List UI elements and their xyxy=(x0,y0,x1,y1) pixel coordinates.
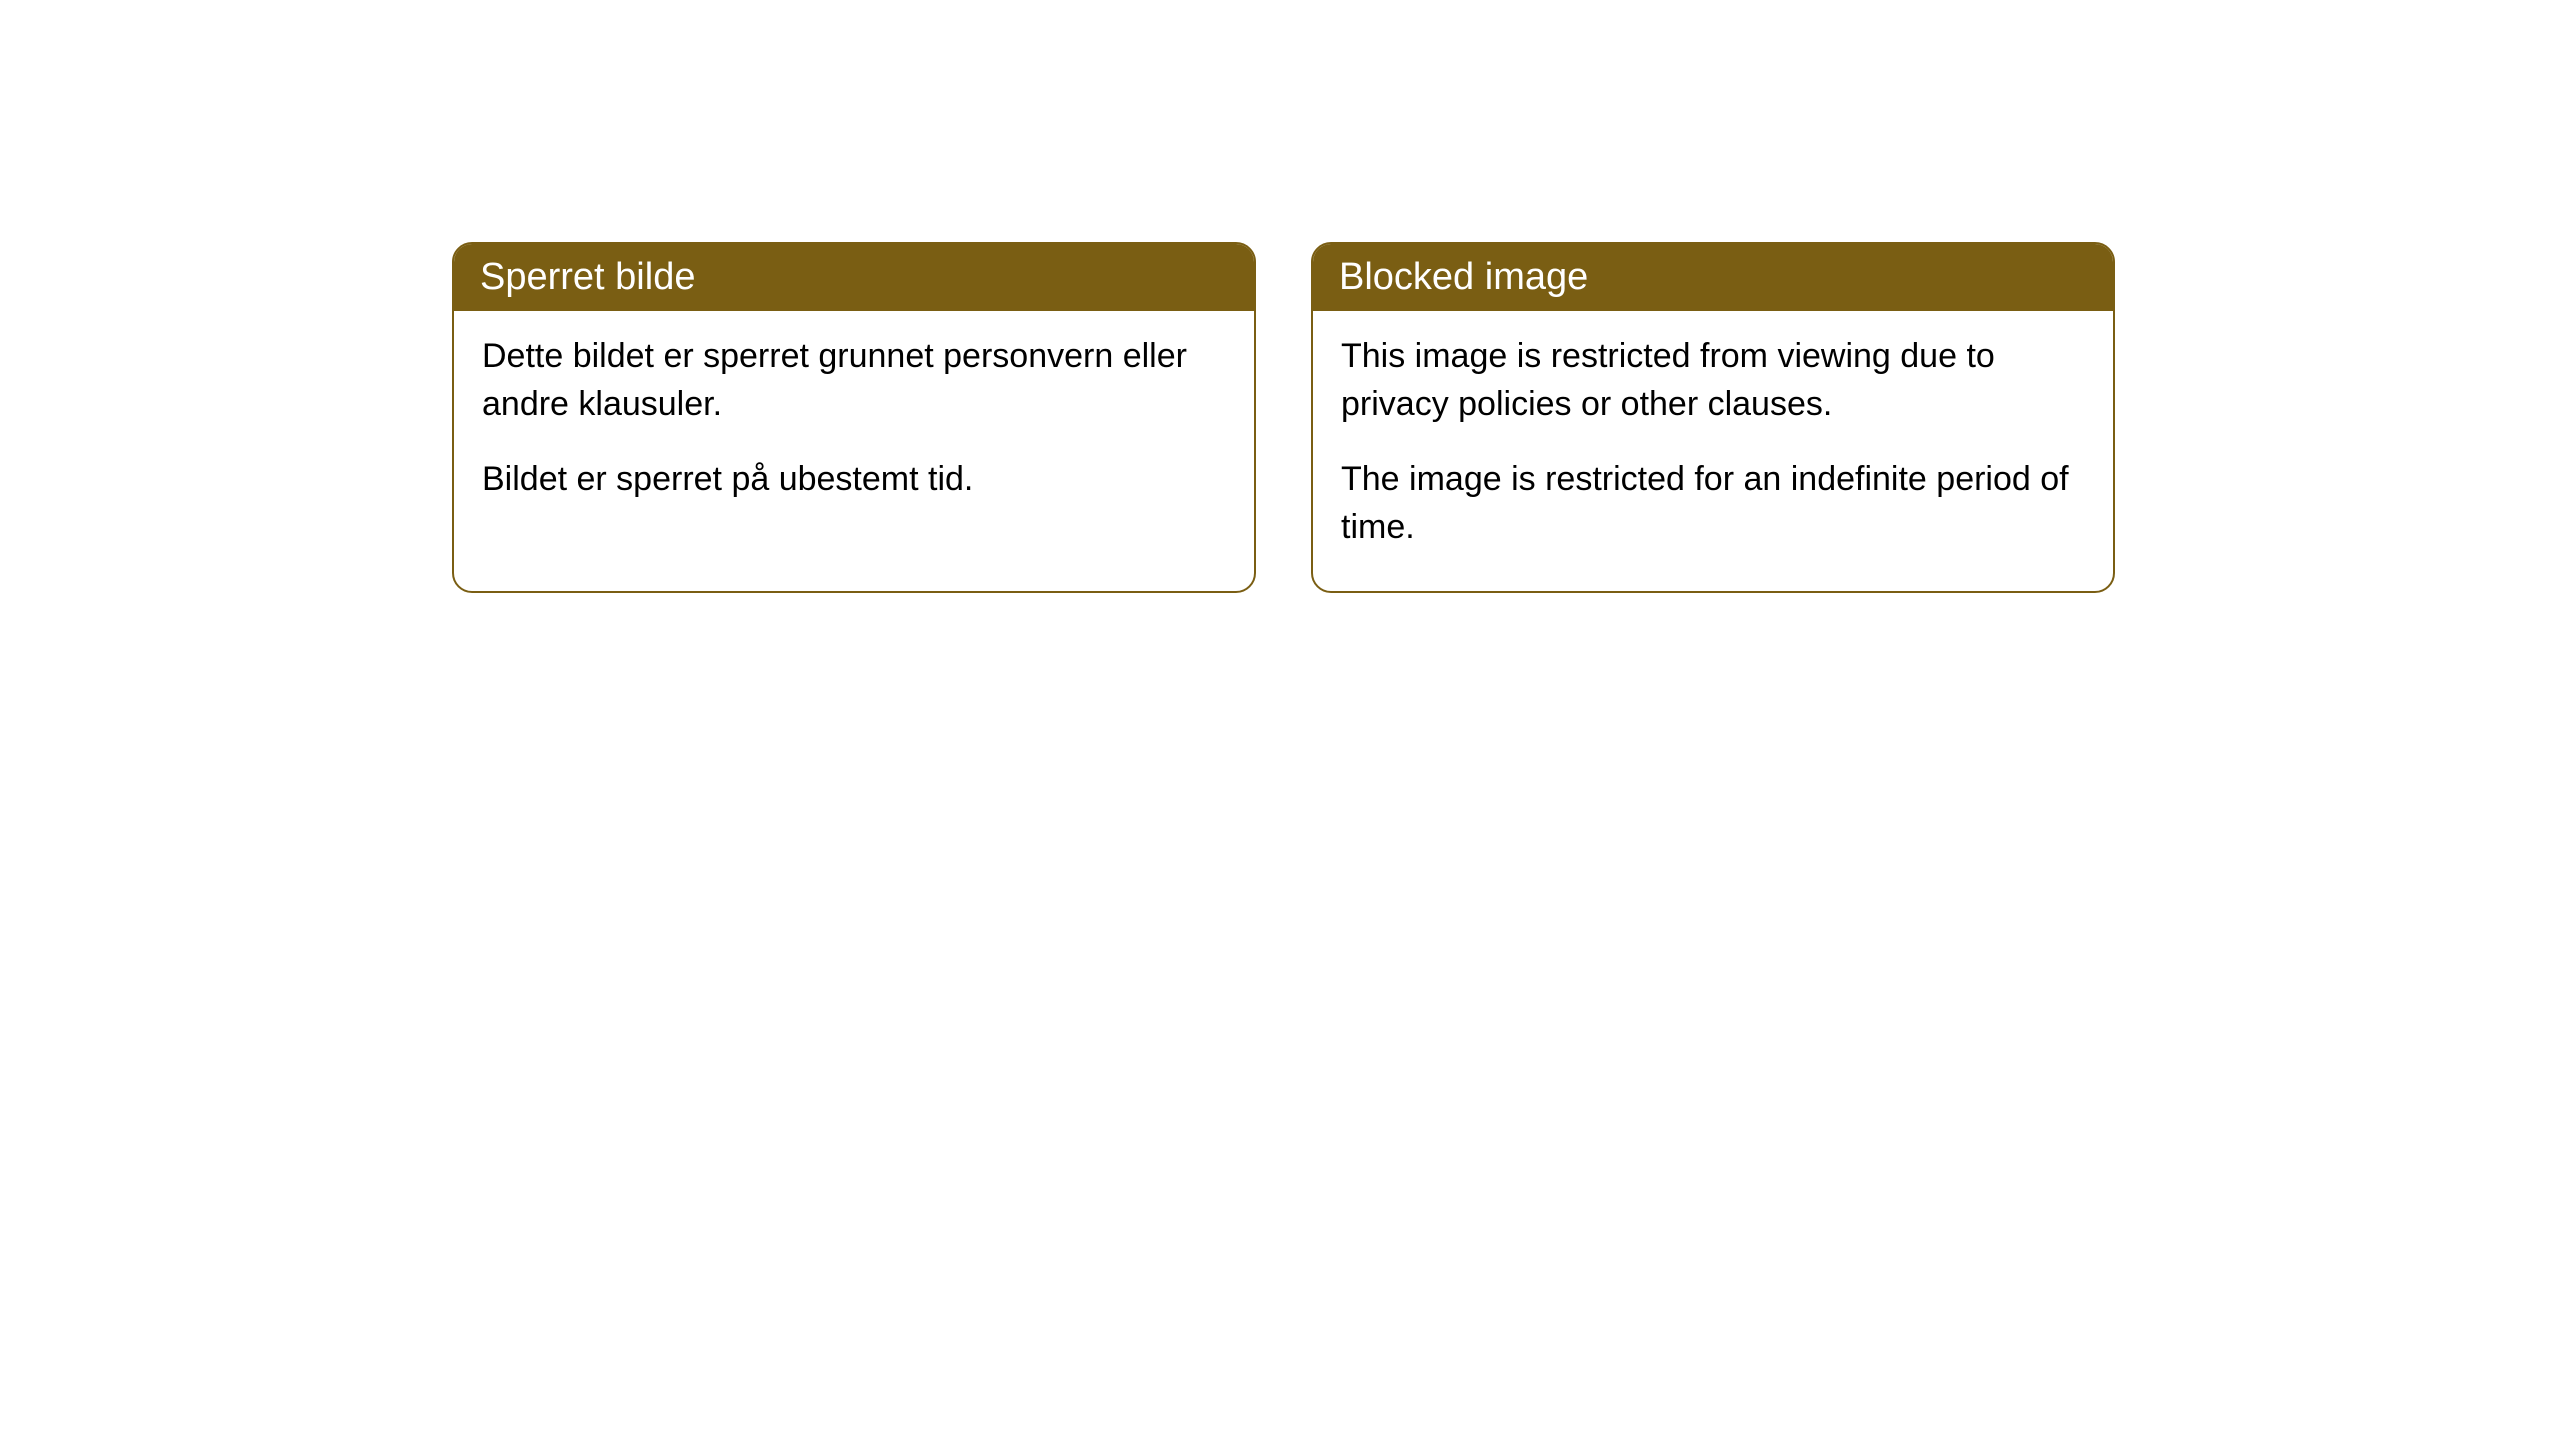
card-header-norwegian: Sperret bilde xyxy=(454,244,1254,311)
paragraph-1-english: This image is restricted from viewing du… xyxy=(1341,333,2085,428)
card-norwegian: Sperret bilde Dette bildet er sperret gr… xyxy=(452,242,1256,593)
paragraph-1-norwegian: Dette bildet er sperret grunnet personve… xyxy=(482,333,1226,428)
cards-container: Sperret bilde Dette bildet er sperret gr… xyxy=(452,242,2115,593)
card-body-norwegian: Dette bildet er sperret grunnet personve… xyxy=(454,311,1254,544)
card-header-english: Blocked image xyxy=(1313,244,2113,311)
card-body-english: This image is restricted from viewing du… xyxy=(1313,311,2113,591)
card-english: Blocked image This image is restricted f… xyxy=(1311,242,2115,593)
paragraph-2-english: The image is restricted for an indefinit… xyxy=(1341,456,2085,551)
paragraph-2-norwegian: Bildet er sperret på ubestemt tid. xyxy=(482,456,1226,504)
